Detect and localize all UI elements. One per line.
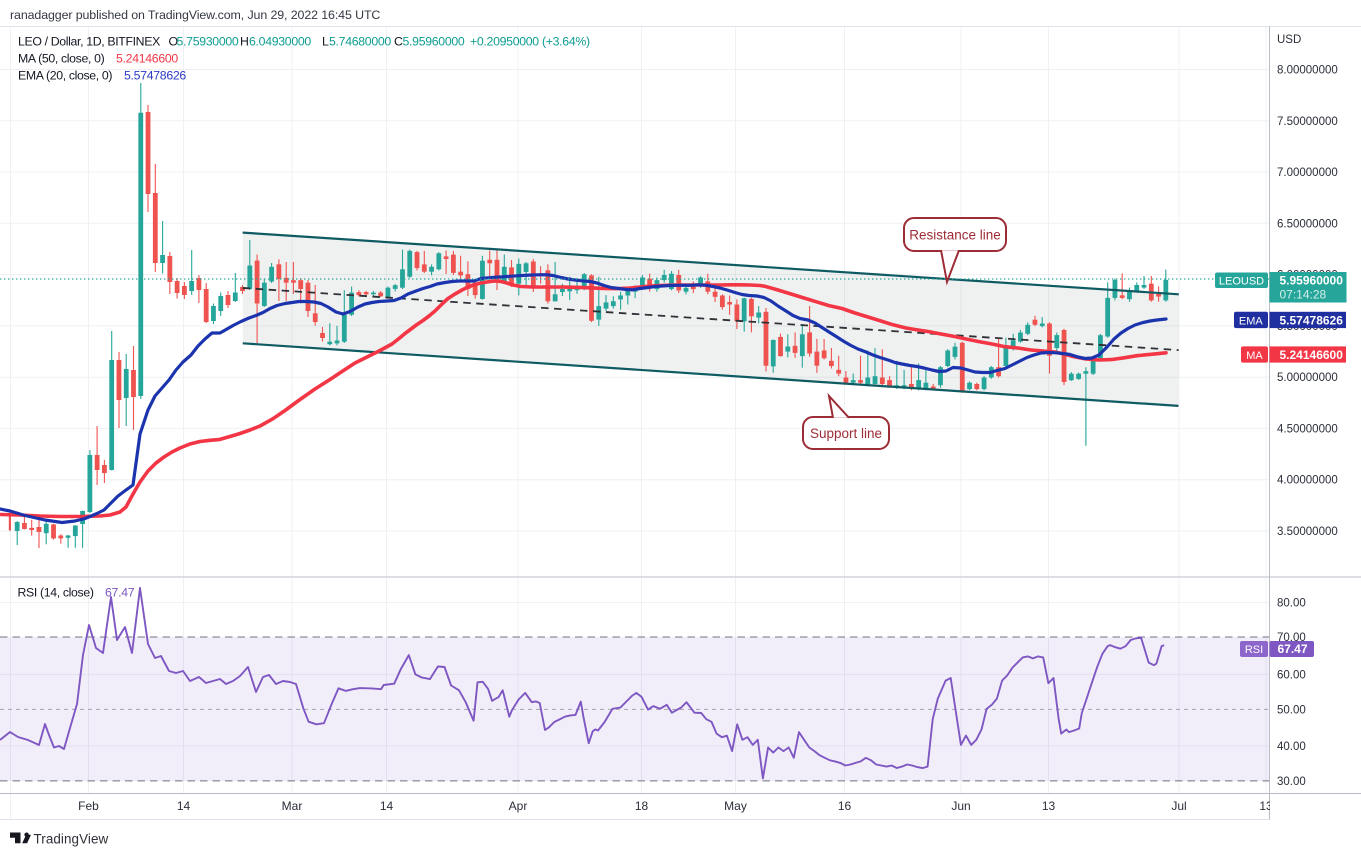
svg-text:5.74680000: 5.74680000: [329, 35, 391, 49]
svg-text:07:14:28: 07:14:28: [1280, 288, 1327, 302]
svg-text:50.00: 50.00: [1277, 704, 1306, 716]
svg-text:5.95960000: 5.95960000: [403, 35, 465, 49]
svg-text:Feb: Feb: [78, 799, 99, 813]
svg-text:LEOUSD: LEOUSD: [1219, 276, 1264, 288]
svg-text:Mar: Mar: [282, 799, 303, 813]
svg-text:MA: MA: [1246, 350, 1263, 362]
svg-text:C: C: [394, 35, 403, 49]
svg-text:USD: USD: [1277, 34, 1301, 46]
svg-text:RSI (14, close): RSI (14, close): [18, 586, 94, 600]
svg-text:4.00000000: 4.00000000: [1277, 475, 1338, 487]
svg-text:6.50000000: 6.50000000: [1277, 218, 1338, 230]
svg-text:67.47: 67.47: [105, 586, 135, 600]
svg-text:May: May: [724, 799, 747, 813]
svg-text:5.57478626: 5.57478626: [124, 69, 186, 83]
svg-text:67.47: 67.47: [1278, 642, 1308, 656]
svg-text:5.00000000: 5.00000000: [1277, 372, 1338, 384]
svg-text:Jun: Jun: [951, 799, 970, 813]
svg-text:30.00: 30.00: [1277, 776, 1306, 788]
svg-text:MA (50, close, 0): MA (50, close, 0): [18, 52, 105, 66]
svg-text:Jul: Jul: [1171, 799, 1186, 813]
svg-text:Resistance line: Resistance line: [909, 228, 1001, 243]
svg-text:EMA (20, close, 0): EMA (20, close, 0): [18, 69, 112, 83]
svg-text:5.75930000: 5.75930000: [177, 35, 239, 49]
svg-text:Support line: Support line: [810, 426, 882, 441]
svg-text:LEO / Dollar, 1D, BITFINEX: LEO / Dollar, 1D, BITFINEX: [18, 35, 160, 49]
svg-text:5.24146600: 5.24146600: [116, 52, 178, 66]
svg-text:H: H: [240, 35, 249, 49]
svg-text:Apr: Apr: [509, 799, 528, 813]
svg-text:40.00: 40.00: [1277, 741, 1306, 753]
svg-text:80.00: 80.00: [1277, 598, 1306, 610]
svg-text:8.00000000: 8.00000000: [1277, 65, 1338, 77]
svg-text:RSI: RSI: [1245, 644, 1263, 656]
svg-text:O: O: [169, 35, 179, 49]
svg-text:60.00: 60.00: [1277, 669, 1306, 681]
svg-text:3.50000000: 3.50000000: [1277, 526, 1338, 538]
svg-text:14: 14: [177, 799, 191, 813]
svg-text:L: L: [322, 35, 329, 49]
svg-text:4.50000000: 4.50000000: [1277, 423, 1338, 435]
svg-text:6.04930000: 6.04930000: [249, 35, 311, 49]
svg-text:14: 14: [380, 799, 394, 813]
svg-text:5.24146600: 5.24146600: [1280, 348, 1344, 362]
svg-text:70.00: 70.00: [1277, 632, 1306, 644]
svg-text:+0.20950000 (+3.64%): +0.20950000 (+3.64%): [470, 35, 590, 49]
svg-text:13: 13: [1259, 799, 1273, 813]
svg-text:18: 18: [635, 799, 649, 813]
svg-text:7.50000000: 7.50000000: [1277, 116, 1338, 128]
svg-text:7.00000000: 7.00000000: [1277, 167, 1338, 179]
svg-text:5.95960000: 5.95960000: [1280, 274, 1344, 288]
svg-text:13: 13: [1042, 799, 1056, 813]
svg-text:16: 16: [838, 799, 852, 813]
svg-text:TradingView: TradingView: [34, 832, 109, 847]
svg-text:5.57478626: 5.57478626: [1280, 313, 1344, 327]
svg-text:ranadagger published on Tradin: ranadagger published on TradingView.com,…: [10, 8, 380, 22]
svg-text:EMA: EMA: [1239, 315, 1264, 327]
